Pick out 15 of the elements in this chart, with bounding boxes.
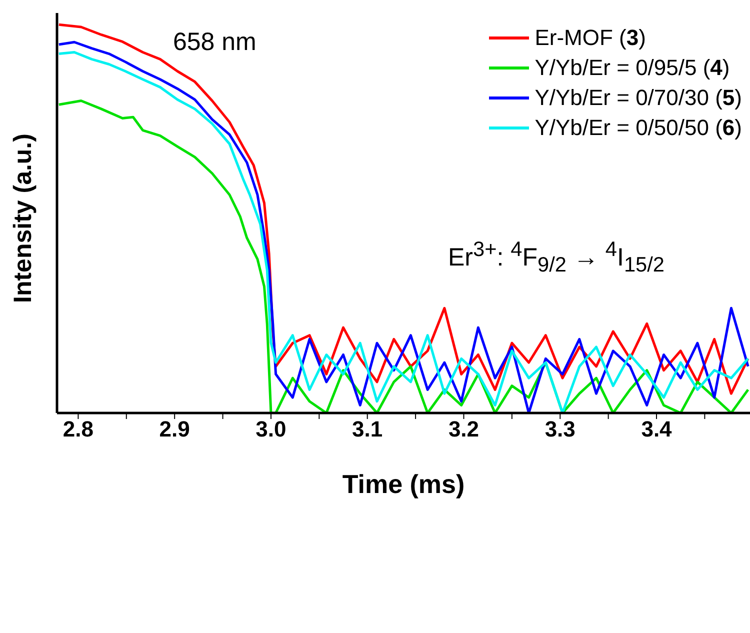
legend-label: Er-MOF (3) <box>534 24 646 52</box>
annotation: 658 nm <box>173 28 256 57</box>
legend-label: Y/Yb/Er = 0/50/50 (6) <box>534 114 742 142</box>
y-axis-title: Intensity (a.u.) <box>8 134 37 303</box>
x-tick-label: 3.3 <box>544 416 576 442</box>
x-tick-label: 2.9 <box>159 416 190 442</box>
legend-label: Y/Yb/Er = 0/70/30 (5) <box>534 84 742 112</box>
x-tick-label: 3.4 <box>641 416 673 442</box>
x-axis-title: Time (ms) <box>342 469 465 499</box>
x-tick-label: 3.2 <box>448 416 480 442</box>
legend-label: Y/Yb/Er = 0/95/5 (4) <box>534 54 730 82</box>
x-tick-label: 2.8 <box>62 416 94 442</box>
x-tick-label: 3.1 <box>352 416 383 442</box>
text: Er$^{3+}$: $^{4}$F$_{9/2}$ → $^{4}$I$_{15/2}$ <box>448 238 664 276</box>
text: 3.0 <box>256 416 286 442</box>
